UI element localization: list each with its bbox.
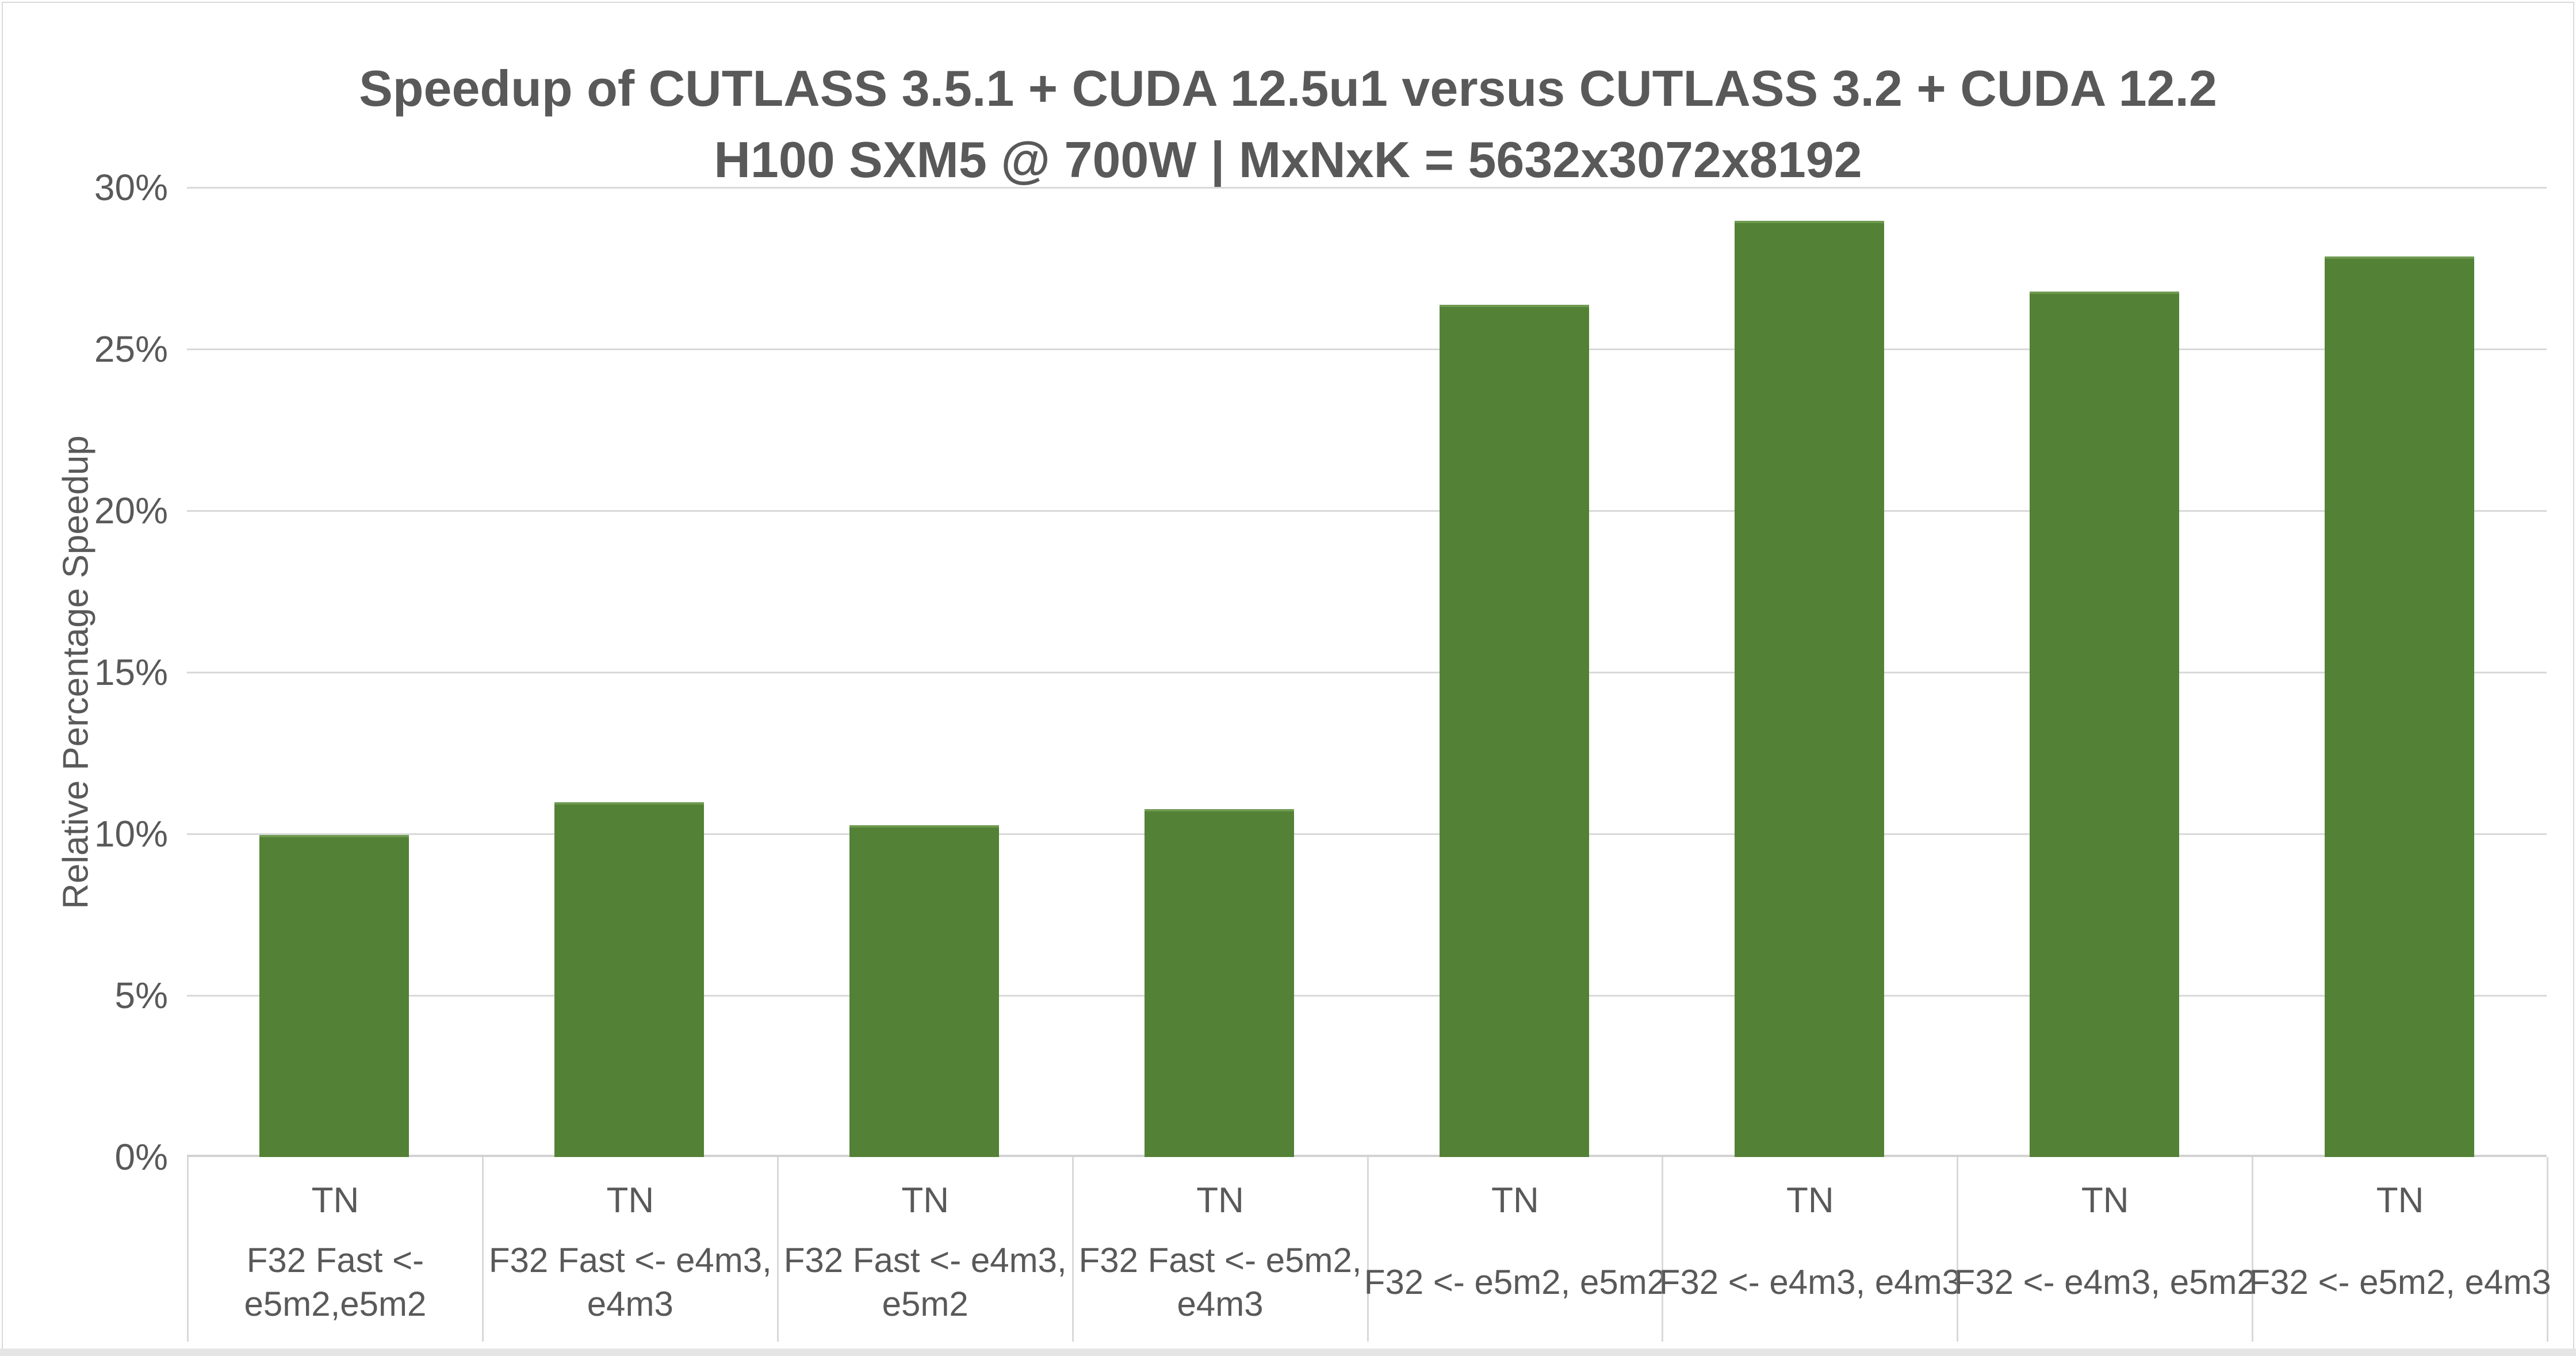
category-cell-8: TN F32 <- e5m2, e4m3 <box>2249 1157 2551 1342</box>
bar-5 <box>1439 304 1589 1157</box>
gridline-20% <box>187 510 2547 512</box>
chart-subtitle: H100 SXM5 @ 700W | MxNxK = 5632x3072x819… <box>714 131 1862 188</box>
gridline-30% <box>187 186 2547 189</box>
category-cell-7: TN F32 <- e4m3, e5m2 <box>1954 1157 2256 1342</box>
category-axis: TN F32 Fast <- e5m2,e5m2 TN F32 Fast <- e4m3… <box>187 1157 2551 1342</box>
category-label: F32 <- e5m2, e5m2 <box>1364 1262 1667 1301</box>
category-cell-4: TN F32 Fast <- e5m2, e4m3 <box>1071 1157 1367 1342</box>
chart-title-block: Speedup of CUTLASS 3.5.1 + CUDA 12.5u1 v… <box>0 53 2576 196</box>
bar-2 <box>554 802 705 1157</box>
y-tick-label-15%: 15% <box>94 652 168 693</box>
y-tick-label-25%: 25% <box>94 328 168 370</box>
category-label: F32 Fast <- e4m3, e4m3 <box>488 1240 772 1323</box>
gridline-10% <box>187 833 2547 835</box>
category-label: F32 Fast <- e5m2, e4m3 <box>1078 1240 1362 1323</box>
y-axis-tick-labels: 0% 5% 10% 15% 20% 25% 30% <box>0 0 168 1356</box>
y-tick-label-20%: 20% <box>94 490 168 531</box>
category-group-label: TN <box>1491 1180 1539 1220</box>
category-group-label: TN <box>311 1180 359 1220</box>
category-label: F32 <- e4m3, e4m3 <box>1659 1262 1961 1301</box>
category-group-label: TN <box>1196 1180 1244 1220</box>
category-group-label: TN <box>2081 1180 2129 1220</box>
y-tick-label-30%: 30% <box>94 167 168 208</box>
bar-7 <box>2029 292 2179 1157</box>
category-label: F32 <- e5m2, e4m3 <box>2249 1262 2551 1301</box>
category-group-label: TN <box>1786 1180 1834 1220</box>
category-cell-5: TN F32 <- e5m2, e5m2 <box>1364 1157 1666 1342</box>
category-cell-2: TN F32 Fast <- e4m3, e4m3 <box>481 1157 777 1342</box>
y-tick-label-10%: 10% <box>94 813 168 855</box>
bar-6 <box>1734 220 1884 1157</box>
y-tick-label-5%: 5% <box>114 975 169 1016</box>
category-label: F32 Fast <- e5m2,e5m2 <box>244 1240 427 1323</box>
x-axis-line <box>187 1155 2547 1157</box>
gridline-5% <box>187 994 2547 997</box>
gridline-15% <box>187 671 2547 673</box>
bottom-edge-strip <box>0 1349 2576 1356</box>
y-tick-label-0%: 0% <box>114 1136 169 1178</box>
category-label: F32 <- e4m3, e5m2 <box>1954 1262 2256 1301</box>
category-cell-3: TN F32 Fast <- e4m3, e5m2 <box>776 1157 1072 1342</box>
bar-3 <box>849 825 1000 1157</box>
bar-8 <box>2324 256 2474 1157</box>
category-cell-1: TN F32 Fast <- e5m2,e5m2 <box>187 1157 482 1342</box>
category-group-label: TN <box>2376 1180 2424 1220</box>
bar-4 <box>1145 809 1295 1157</box>
chart-title: Speedup of CUTLASS 3.5.1 + CUDA 12.5u1 v… <box>359 60 2217 117</box>
category-group-label: TN <box>901 1180 950 1220</box>
category-group-label: TN <box>606 1180 654 1220</box>
category-label: F32 Fast <- e4m3, e5m2 <box>783 1240 1067 1323</box>
gridline-25% <box>187 348 2547 350</box>
category-cell-6: TN F32 <- e4m3, e4m3 <box>1659 1157 1961 1342</box>
plot-area <box>187 186 2547 1157</box>
bar-1 <box>259 834 409 1157</box>
